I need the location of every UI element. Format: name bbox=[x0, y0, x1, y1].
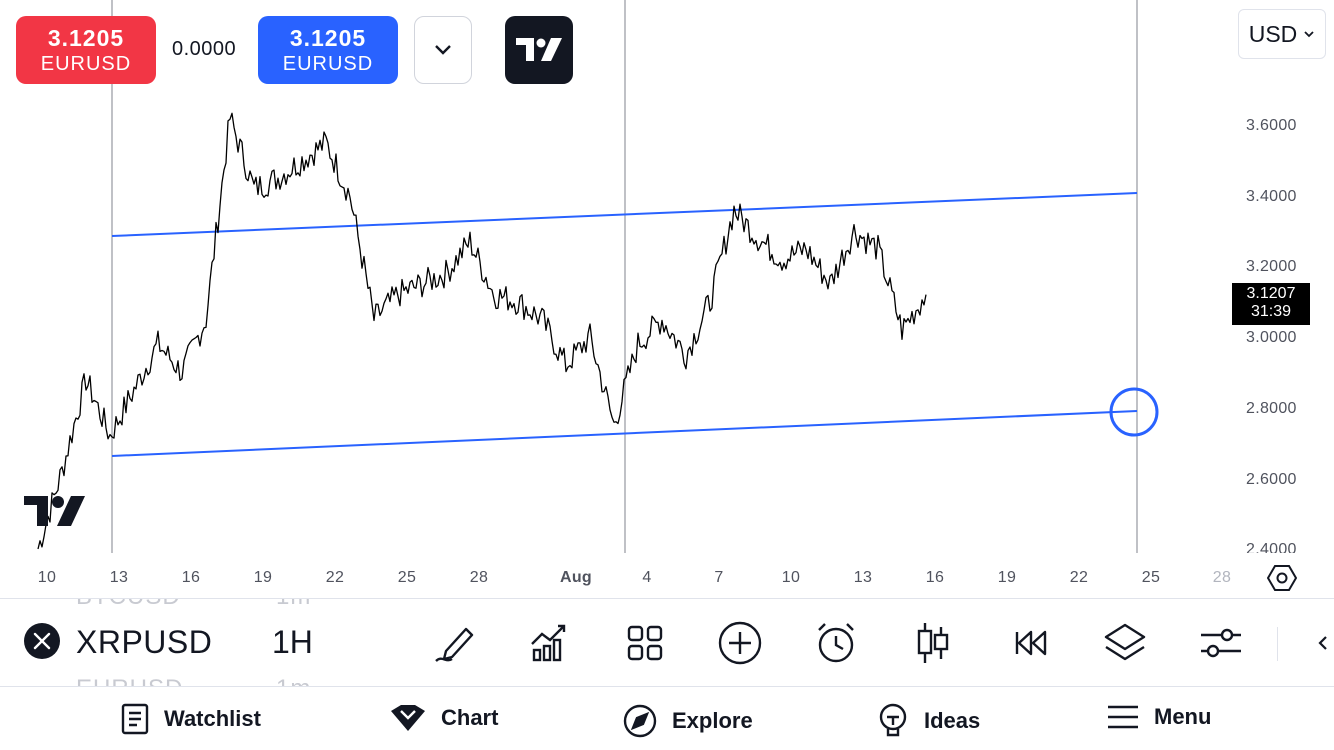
toolbar-divider bbox=[1277, 627, 1278, 661]
nav-explore[interactable]: Explore bbox=[622, 703, 753, 739]
trendline-handle[interactable] bbox=[1109, 387, 1159, 437]
x-axis-label: 22 bbox=[1069, 569, 1089, 586]
nav-ideas-label: Ideas bbox=[924, 708, 981, 733]
nav-watchlist-label: Watchlist bbox=[164, 706, 261, 731]
x-axis-label: 7 bbox=[714, 569, 724, 586]
ideas-icon bbox=[879, 703, 907, 737]
nav-ideas[interactable]: Ideas bbox=[876, 703, 980, 739]
ghost-interval-below: 1m bbox=[276, 675, 311, 686]
candles-icon bbox=[917, 623, 949, 663]
x-axis-label: 16 bbox=[181, 569, 201, 586]
nav-chart[interactable]: Chart bbox=[389, 703, 498, 733]
chart-icon bbox=[391, 705, 425, 731]
drawing-tools-button[interactable] bbox=[430, 619, 478, 667]
lower-trendline[interactable] bbox=[111, 410, 1138, 457]
alerts-button[interactable] bbox=[812, 619, 860, 667]
watchlist-icon bbox=[121, 703, 149, 735]
x-axis-label: 28 bbox=[469, 569, 489, 586]
tradingview-logo-icon bbox=[516, 38, 562, 61]
buy-button[interactable]: 3.1205 EURUSD bbox=[258, 16, 398, 84]
last-price-value: 3.1207 bbox=[1246, 285, 1296, 302]
price-line bbox=[37, 112, 927, 550]
chart-settings-icon[interactable] bbox=[1267, 563, 1297, 593]
bottom-navigation: Watchlist Chart Explore Ideas Menu bbox=[0, 686, 1334, 750]
chevron-left-icon bbox=[1318, 636, 1327, 650]
buy-price: 3.1205 bbox=[289, 24, 367, 51]
sell-price: 3.1205 bbox=[47, 24, 125, 51]
x-axis-label: Aug bbox=[559, 569, 593, 586]
interval-selector[interactable]: 1H bbox=[272, 624, 313, 660]
compass-icon bbox=[623, 704, 657, 738]
x-axis-label: 28 bbox=[1212, 569, 1232, 586]
menu-icon bbox=[1108, 705, 1138, 729]
tradingview-logo-button[interactable] bbox=[505, 16, 573, 84]
x-axis-label: 19 bbox=[253, 569, 273, 586]
y-axis-label: 2.4000 bbox=[1246, 541, 1297, 553]
spread-value: 0.0000 bbox=[172, 38, 237, 60]
layers-icon bbox=[1104, 623, 1146, 661]
x-axis-label: 16 bbox=[925, 569, 945, 586]
sell-button[interactable]: 3.1205 EURUSD bbox=[16, 16, 156, 84]
replay-button[interactable] bbox=[1005, 619, 1053, 667]
x-axis-label: 13 bbox=[853, 569, 873, 586]
nav-watchlist[interactable]: Watchlist bbox=[120, 703, 261, 735]
upper-trendline[interactable] bbox=[111, 192, 1138, 237]
currency-selector[interactable]: USD bbox=[1238, 9, 1326, 59]
x-axis-label: 10 bbox=[781, 569, 801, 586]
chart-settings-button[interactable] bbox=[1197, 619, 1245, 667]
layouts-icon bbox=[627, 625, 663, 661]
nav-menu[interactable]: Menu bbox=[1106, 703, 1211, 731]
nav-menu-label: Menu bbox=[1154, 704, 1212, 729]
y-axis-label: 3.4000 bbox=[1246, 188, 1297, 205]
chart-type-button[interactable] bbox=[909, 619, 957, 667]
tv-watermark-logo bbox=[24, 496, 85, 526]
y-axis-label: 2.8000 bbox=[1246, 400, 1297, 417]
y-axis-label: 3.0000 bbox=[1246, 329, 1297, 346]
chevron-down-icon bbox=[1304, 31, 1314, 38]
collapse-toolbar-button[interactable] bbox=[1306, 619, 1334, 667]
nav-explore-label: Explore bbox=[672, 708, 753, 733]
price-chart[interactable] bbox=[0, 0, 1334, 598]
y-axis-label: 3.6000 bbox=[1246, 117, 1297, 134]
y-axis-label: 3.2000 bbox=[1246, 258, 1297, 275]
x-axis-label: 10 bbox=[37, 569, 57, 586]
sell-symbol: EURUSD bbox=[40, 52, 132, 75]
ghost-interval-above: 1m bbox=[276, 599, 311, 611]
currency-label: USD bbox=[1248, 20, 1298, 47]
last-price-label: 3.1207 31:39 bbox=[1232, 283, 1310, 325]
expand-trading-button[interactable] bbox=[414, 16, 472, 84]
layouts-button[interactable] bbox=[621, 619, 669, 667]
xrp-icon bbox=[24, 623, 60, 659]
indicators-button[interactable] bbox=[525, 619, 573, 667]
indicators-icon bbox=[531, 624, 566, 662]
x-axis-label: 22 bbox=[325, 569, 345, 586]
alert-clock-icon bbox=[818, 623, 854, 663]
chevron-down-icon bbox=[435, 45, 451, 55]
x-axis-label: 25 bbox=[1141, 569, 1161, 586]
settings-sliders-icon bbox=[1201, 628, 1241, 658]
chart-toolbar: BTCUSD 1m EURUSD 1m XRPUSD 1H bbox=[0, 598, 1334, 686]
add-button[interactable] bbox=[716, 619, 764, 667]
pen-icon bbox=[435, 627, 474, 662]
object-tree-button[interactable] bbox=[1101, 619, 1149, 667]
x-axis-label: 13 bbox=[109, 569, 129, 586]
add-icon bbox=[718, 621, 762, 665]
chart-area[interactable]: 3.1205 EURUSD 0.0000 3.1205 EURUSD USD 3… bbox=[0, 0, 1334, 598]
y-axis-label: 2.6000 bbox=[1246, 471, 1297, 488]
ghost-symbol-below: EURUSD bbox=[76, 675, 183, 686]
buy-symbol: EURUSD bbox=[282, 52, 374, 75]
replay-icon bbox=[1015, 630, 1047, 656]
x-axis-label: 19 bbox=[997, 569, 1017, 586]
nav-chart-label: Chart bbox=[441, 705, 499, 730]
ghost-symbol-above: BTCUSD bbox=[76, 599, 181, 611]
x-axis-label: 4 bbox=[642, 569, 652, 586]
symbol-selector[interactable]: XRPUSD bbox=[76, 624, 213, 660]
x-axis-label: 25 bbox=[397, 569, 417, 586]
bar-countdown: 31:39 bbox=[1250, 303, 1292, 320]
